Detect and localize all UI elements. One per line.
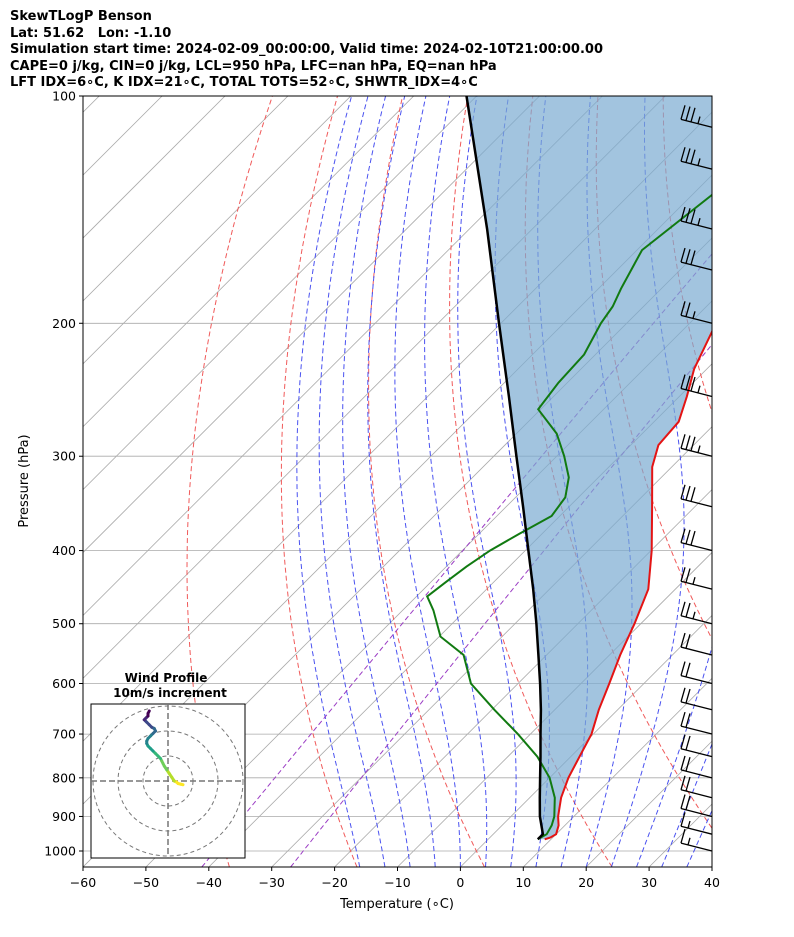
isotherm-line [711, 866, 712, 867]
wind-barb [680, 601, 713, 625]
moist-adiabat-line [367, 96, 436, 867]
dry-adiabat-line [662, 96, 712, 414]
dry-adiabat-line [449, 96, 613, 867]
x-tick-label: 10 [515, 875, 531, 890]
isotherm-line [83, 96, 226, 239]
wind-barb [680, 484, 713, 508]
hodograph-inset: Wind Profile 10m/s increment [90, 671, 246, 859]
isotherm-line [775, 62, 794, 868]
dry-adiabat-line [790, 62, 794, 868]
wind-barb [680, 812, 713, 835]
indices-text: LFT IDX=6∘C, K IDX=21∘C, TOTAL TOTS=52∘C… [10, 75, 478, 91]
wind-barb [680, 775, 713, 799]
wind-barb [680, 711, 713, 735]
y-tick-label: 400 [52, 543, 76, 558]
wind-barb [680, 105, 713, 128]
y-tick-label: 500 [52, 616, 76, 631]
wind-barb [680, 794, 713, 818]
moist-adiabat-line [342, 96, 411, 867]
cin-shaded-area [466, 96, 712, 840]
axes: −60 −50 −40 −30 −20 −10 0 10 20 30 40 100 200 300 400 5… [44, 89, 720, 891]
moist-adiabat-line [296, 96, 361, 867]
chart-header: SkewTLogP Benson Lat: 51.62 Lon: -1.10 Sim… [10, 9, 603, 92]
cape-text: CAPE=0 j/kg, CIN=0 j/kg, LCL=950 hPa, LF… [10, 58, 497, 74]
y-tick-label: 300 [52, 449, 76, 464]
wind-barb [680, 734, 713, 758]
dry-adiabat-line [727, 62, 794, 868]
y-tick-label: 700 [52, 727, 76, 742]
dry-adiabat-line [368, 96, 485, 867]
wind-barb [680, 206, 713, 230]
wind-barb [680, 301, 713, 324]
y-axis-label: Pressure (hPa) [17, 434, 32, 527]
wind-barb [680, 755, 713, 779]
temperature-line [544, 329, 712, 841]
x-axis-label: Temperature (∘C) [339, 897, 454, 912]
wind-barb [680, 567, 713, 590]
isotherm-line [523, 677, 712, 867]
x-tick-label: 30 [641, 875, 657, 890]
moist-adiabat-line [394, 96, 461, 867]
hodograph-subtitle: 10m/s increment [113, 686, 227, 700]
wind-barb [680, 528, 713, 552]
parcel-path-line [465, 96, 545, 841]
y-tick-label: 200 [52, 316, 76, 331]
chart-title: SkewTLogP Benson [10, 9, 152, 24]
x-tick-label: −30 [259, 875, 285, 890]
y-tick-label: 100 [52, 89, 76, 104]
y-tick-label: 1000 [44, 844, 76, 859]
isotherm-line [83, 96, 415, 428]
x-tick-label: −10 [384, 875, 410, 890]
hodograph-title: Wind Profile [125, 671, 208, 685]
moist-adiabat-line [424, 96, 488, 867]
isotherm-line [397, 551, 712, 867]
isotherm-line [83, 96, 478, 491]
isotherm-line [460, 614, 712, 867]
wind-barb [680, 687, 713, 711]
wind-barbs [680, 96, 713, 867]
dewpoint-line [425, 193, 712, 841]
x-tick-label: −20 [321, 875, 347, 890]
moist-adiabat-line [636, 645, 712, 867]
x-tick-label: −50 [133, 875, 159, 890]
isotherm-line [334, 489, 712, 867]
hodograph-segment [146, 709, 151, 715]
x-tick-label: 20 [578, 875, 594, 890]
moist-adiabat-line [686, 809, 712, 867]
x-tick-label: −60 [70, 875, 96, 890]
wind-barb [680, 247, 713, 271]
time-text: Simulation start time: 2024-02-09_00:00:… [10, 42, 603, 58]
y-tick-label: 600 [52, 676, 76, 691]
moist-adiabat-line [661, 742, 712, 867]
location-text: Lat: 51.62 Lon: -1.10 [10, 25, 172, 41]
isotherm-line [83, 96, 289, 302]
isotherm-line [83, 96, 541, 554]
wind-barb [680, 434, 713, 457]
isotherm-line [271, 426, 712, 867]
profiles [425, 96, 712, 841]
x-tick-label: 40 [704, 875, 720, 890]
dry-adiabat-line [524, 96, 712, 830]
x-tick-label: −40 [196, 875, 222, 890]
y-tick-label: 800 [52, 770, 76, 785]
wind-barb [680, 661, 713, 685]
moist-adiabat-line [585, 96, 633, 867]
isotherm-line [83, 96, 352, 365]
y-tick-label: 900 [52, 809, 76, 824]
moist-adiabat-line [318, 96, 386, 867]
wind-barb [680, 632, 713, 656]
wind-barb [680, 828, 713, 852]
moist-adiabat-line [457, 96, 517, 867]
wind-barb [680, 147, 713, 170]
dry-adiabat-line [280, 96, 358, 867]
x-tick-label: 0 [456, 875, 464, 890]
wind-barb [680, 374, 713, 398]
